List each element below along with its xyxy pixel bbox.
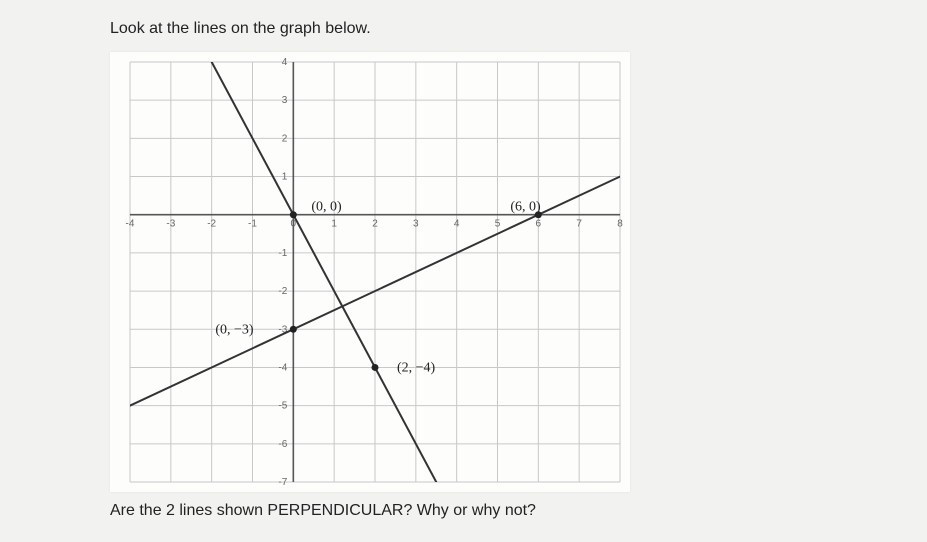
svg-text:1: 1 xyxy=(331,219,337,230)
svg-text:4: 4 xyxy=(454,219,460,230)
svg-text:2: 2 xyxy=(372,219,378,230)
svg-text:-1: -1 xyxy=(278,248,287,259)
svg-text:(0, −3): (0, −3) xyxy=(215,322,254,337)
question-container: Look at the lines on the graph below. -4… xyxy=(110,20,670,520)
svg-text:3: 3 xyxy=(413,219,419,230)
question-title: Look at the lines on the graph below. xyxy=(110,20,670,38)
graph-svg: -4-3-2-1012345678-7-6-5-4-3-2-11234(0, 0… xyxy=(110,52,630,492)
svg-text:-4: -4 xyxy=(126,219,135,230)
svg-text:7: 7 xyxy=(576,219,582,230)
svg-text:-6: -6 xyxy=(278,439,287,450)
svg-text:(6, 0): (6, 0) xyxy=(510,200,541,215)
svg-text:-4: -4 xyxy=(278,362,287,373)
svg-text:1: 1 xyxy=(282,172,288,183)
svg-text:-5: -5 xyxy=(278,401,287,412)
svg-text:-1: -1 xyxy=(248,219,257,230)
footer-question: Are the 2 lines shown PERPENDICULAR? Why… xyxy=(110,502,670,520)
svg-text:(0, 0): (0, 0) xyxy=(311,200,342,215)
svg-text:-7: -7 xyxy=(278,477,287,488)
svg-text:6: 6 xyxy=(536,219,542,230)
svg-text:8: 8 xyxy=(617,219,623,230)
svg-text:3: 3 xyxy=(282,95,288,106)
svg-text:(2, −4): (2, −4) xyxy=(397,360,436,375)
svg-text:4: 4 xyxy=(282,57,288,68)
svg-text:-2: -2 xyxy=(278,286,287,297)
svg-text:-3: -3 xyxy=(166,219,175,230)
graph-area: -4-3-2-1012345678-7-6-5-4-3-2-11234(0, 0… xyxy=(110,52,630,492)
svg-text:-2: -2 xyxy=(207,219,216,230)
svg-text:2: 2 xyxy=(282,133,288,144)
svg-text:5: 5 xyxy=(495,219,501,230)
